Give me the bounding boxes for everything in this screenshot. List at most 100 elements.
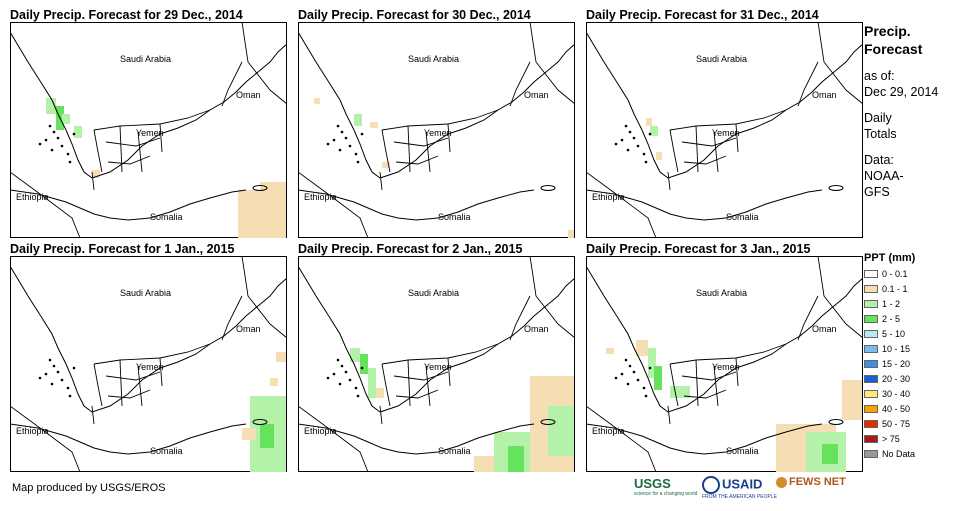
island bbox=[52, 364, 56, 368]
legend-swatch bbox=[864, 314, 878, 323]
admin-border bbox=[241, 22, 287, 105]
island bbox=[626, 148, 630, 152]
forecast-map: Saudi Arabia Oman Yemen Ethiopia Somalia bbox=[586, 22, 863, 238]
legend-item: 1 - 2 bbox=[864, 296, 964, 311]
map-label-ethiopia: Ethiopia bbox=[16, 426, 49, 436]
map-label-saudi: Saudi Arabia bbox=[120, 288, 171, 298]
forecast-map: Saudi Arabia Oman Yemen Ethiopia Somalia bbox=[10, 256, 287, 472]
island bbox=[644, 394, 648, 398]
legend-label: 2 - 5 bbox=[882, 313, 901, 324]
info-title-line1: Precip. bbox=[864, 23, 911, 39]
island bbox=[636, 378, 640, 382]
map-border bbox=[586, 22, 863, 238]
island bbox=[360, 366, 364, 370]
admin-border bbox=[529, 256, 575, 339]
arabia-coastline bbox=[586, 265, 863, 413]
africa-coastline bbox=[10, 189, 247, 221]
island bbox=[66, 152, 70, 156]
legend-swatch bbox=[864, 374, 878, 383]
admin-border bbox=[107, 155, 151, 165]
island bbox=[636, 144, 640, 148]
legend-label: > 75 bbox=[882, 433, 900, 444]
map-label-yemen: Yemen bbox=[136, 362, 164, 372]
island bbox=[66, 386, 70, 390]
admin-border bbox=[586, 405, 657, 472]
precip-cell bbox=[650, 126, 658, 136]
precip-cell bbox=[270, 378, 278, 386]
map-frame: Saudi Arabia Oman Yemen Ethiopia Somalia bbox=[298, 22, 575, 238]
precip-cell bbox=[376, 388, 384, 398]
precip-cell bbox=[636, 340, 648, 356]
map-label-ethiopia: Ethiopia bbox=[304, 192, 337, 202]
map-label-ethiopia: Ethiopia bbox=[16, 192, 49, 202]
admin-border bbox=[817, 256, 863, 339]
legend-item: 10 - 15 bbox=[864, 341, 964, 356]
admin-border bbox=[797, 295, 819, 341]
admin-border bbox=[735, 357, 739, 387]
map-border bbox=[10, 256, 287, 472]
legend-label: 50 - 75 bbox=[882, 418, 911, 429]
admin-border bbox=[159, 123, 163, 153]
legend-item: No Data bbox=[864, 446, 964, 461]
precip-cell bbox=[474, 456, 494, 472]
admin-border bbox=[241, 256, 287, 339]
legend-item: 50 - 75 bbox=[864, 416, 964, 431]
forecast-map: Saudi Arabia Oman Yemen Ethiopia Somalia bbox=[10, 22, 287, 238]
map-border bbox=[298, 22, 575, 238]
legend-swatch bbox=[864, 269, 878, 278]
island bbox=[50, 148, 54, 152]
legend-item: 2 - 5 bbox=[864, 311, 964, 326]
map-label-oman: Oman bbox=[236, 324, 261, 334]
island bbox=[50, 382, 54, 386]
map-label-ethiopia: Ethiopia bbox=[592, 426, 625, 436]
island bbox=[632, 136, 636, 140]
daily-line2: Totals bbox=[864, 127, 897, 141]
island bbox=[354, 152, 358, 156]
admin-border bbox=[10, 171, 81, 238]
island bbox=[72, 366, 76, 370]
legend-item: 0.1 - 1 bbox=[864, 281, 964, 296]
panel-title: Daily Precip. Forecast for 30 Dec., 2014 bbox=[298, 8, 531, 22]
africa-coastline bbox=[298, 189, 535, 221]
precip-cell bbox=[238, 190, 286, 238]
admin-border bbox=[683, 389, 727, 399]
panel-title: Daily Precip. Forecast for 1 Jan., 2015 bbox=[10, 242, 235, 256]
admin-border bbox=[695, 125, 699, 173]
legend-swatch bbox=[864, 419, 878, 428]
panel-title: Daily Precip. Forecast for 29 Dec., 2014 bbox=[10, 8, 243, 22]
island bbox=[360, 132, 364, 136]
legend-label: 0.1 - 1 bbox=[882, 283, 908, 294]
map-label-saudi: Saudi Arabia bbox=[696, 54, 747, 64]
admin-border bbox=[695, 359, 699, 407]
admin-border bbox=[667, 405, 671, 425]
logo-strip: USGS science for a changing world USAID FR… bbox=[634, 476, 846, 504]
fewsnet-globe-icon bbox=[776, 476, 787, 488]
data-line1: Data: bbox=[864, 153, 894, 167]
island bbox=[44, 372, 48, 376]
island bbox=[642, 152, 646, 156]
map-label-saudi: Saudi Arabia bbox=[696, 288, 747, 298]
precip-cell bbox=[46, 98, 56, 114]
map-label-oman: Oman bbox=[524, 90, 549, 100]
admin-border bbox=[407, 359, 411, 407]
daily-line1: Daily bbox=[864, 111, 892, 125]
panel-title: Daily Precip. Forecast for 3 Jan., 2015 bbox=[586, 242, 811, 256]
admin-border bbox=[93, 363, 103, 407]
admin-border bbox=[379, 171, 383, 191]
socotra-island bbox=[252, 419, 268, 425]
asof-date: Dec 29, 2014 bbox=[864, 85, 939, 99]
admin-border bbox=[529, 22, 575, 105]
legend-label: 15 - 20 bbox=[882, 358, 911, 369]
legend-swatch bbox=[864, 329, 878, 338]
map-label-oman: Oman bbox=[812, 90, 837, 100]
precip-cell bbox=[260, 424, 274, 448]
map-label-saudi: Saudi Arabia bbox=[408, 288, 459, 298]
island bbox=[68, 394, 72, 398]
island bbox=[52, 130, 56, 134]
island bbox=[48, 358, 52, 362]
island bbox=[56, 370, 60, 374]
legend-label: No Data bbox=[882, 448, 916, 459]
admin-border bbox=[395, 389, 439, 399]
precip-cell bbox=[62, 114, 70, 124]
island bbox=[648, 366, 652, 370]
